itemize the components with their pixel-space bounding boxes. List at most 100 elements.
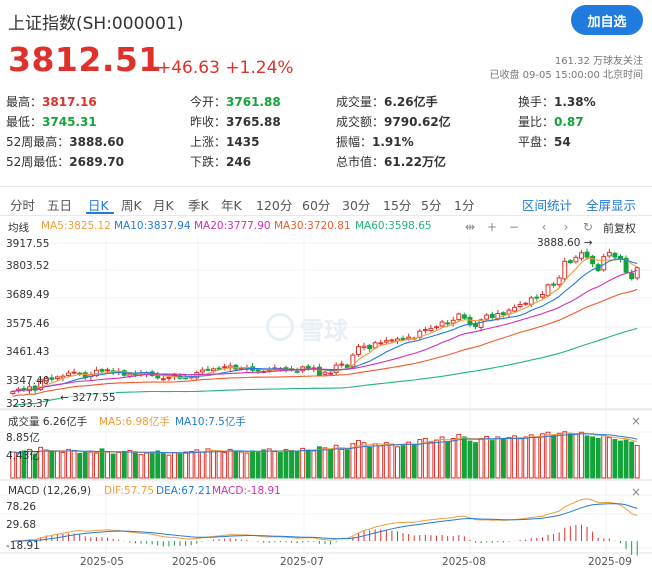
volume-bar: [534, 436, 540, 479]
stat-value: 1.38%: [554, 95, 596, 109]
volume-bar: [132, 452, 138, 479]
current-price: 3812.51: [8, 40, 162, 79]
volume-bar: [211, 449, 216, 479]
price-axis-label: 3575.46: [6, 318, 50, 330]
volume-bar: [634, 444, 640, 479]
candle-body: [339, 363, 345, 366]
low-value: 3277.55: [72, 392, 116, 404]
stat-item: 今开：3761.88: [190, 92, 281, 112]
divider: [0, 186, 652, 187]
tab-period[interactable]: 15分: [383, 198, 412, 213]
fullscreen-link[interactable]: 全屏显示: [586, 198, 637, 213]
close-macd-icon[interactable]: ×: [630, 485, 642, 499]
volume-bar: [277, 452, 283, 479]
move-right-icon[interactable]: ›: [563, 220, 569, 234]
volume-bar: [60, 452, 66, 479]
volume-bar: [199, 451, 205, 479]
price-axis-label: 3689.49: [6, 289, 50, 301]
candle-body: [356, 346, 361, 355]
candle-body: [445, 322, 451, 325]
candle-body: [406, 336, 412, 340]
price-change: +46.63 +1.24%: [157, 58, 294, 78]
volume-bar: [149, 451, 155, 479]
tab-period[interactable]: 年K: [221, 198, 242, 213]
pan-icon[interactable]: ⇹: [464, 220, 476, 234]
stat-item: 振幅：1.91%: [336, 132, 414, 152]
candle-body: [10, 391, 16, 394]
candle-body: [539, 294, 545, 298]
candle-body: [629, 272, 635, 280]
kline-chart[interactable]: [0, 236, 652, 573]
tab-period[interactable]: 日K: [88, 198, 109, 213]
price-axis-label: 3347.40: [6, 375, 50, 387]
volume-axis-top: 8.85亿: [6, 432, 40, 444]
ma30-value: MA30:3720.81: [274, 220, 351, 232]
tab-period[interactable]: 五日: [47, 198, 73, 213]
candle-body: [434, 326, 439, 329]
ma10-value: MA10:3837.94: [114, 220, 191, 232]
volume-bar: [99, 448, 105, 479]
volume-bar: [238, 451, 244, 479]
tab-period[interactable]: 60分: [302, 198, 331, 213]
volume-bar: [160, 453, 166, 479]
candle-body: [27, 386, 32, 392]
move-left-icon[interactable]: ‹: [541, 220, 547, 234]
tab-period[interactable]: 月K: [153, 198, 174, 213]
stat-label: 52周最高：: [6, 135, 70, 149]
volume-bar: [618, 440, 623, 479]
tab-period[interactable]: 5分: [421, 198, 442, 213]
candle-body: [623, 257, 629, 273]
candle-body: [545, 284, 551, 296]
volume-bar: [445, 441, 451, 479]
volume-bar: [361, 442, 367, 479]
volume-bar: [127, 449, 133, 479]
volume-bar: [344, 449, 350, 479]
volume-bar: [400, 444, 406, 479]
candle-body: [478, 319, 484, 328]
volume-bar: [283, 448, 289, 479]
volume-bar: [523, 436, 529, 479]
x-label: 2025-05: [80, 556, 124, 568]
volume-bar: [138, 454, 144, 479]
ma5-value: MA5:3825.12: [41, 220, 111, 232]
volume-bar: [105, 451, 111, 479]
tab-period[interactable]: 120分: [256, 198, 293, 213]
zoom-out-icon[interactable]: −: [508, 220, 520, 234]
volume-bar: [188, 450, 194, 479]
zoom-in-icon[interactable]: +: [486, 220, 498, 234]
stat-item: 最高：3817.16: [6, 92, 97, 112]
volume-bar: [545, 431, 551, 479]
tab-period[interactable]: 30分: [342, 198, 371, 213]
stat-value: 2689.70: [69, 155, 124, 169]
adjust-mode-select[interactable]: 前复权: [603, 222, 636, 235]
tab-period[interactable]: 周K: [121, 198, 142, 213]
tab-period[interactable]: 分时: [10, 198, 36, 213]
stat-label: 最高：: [6, 95, 43, 109]
volume-bar: [467, 440, 473, 479]
volume-bar: [333, 444, 339, 479]
stat-value: 3745.31: [42, 115, 97, 129]
stat-item: 平盘：54: [518, 132, 571, 152]
quote-meta: 161.32 万球友关注 已收盘 09-05 15:00:00 北京时间: [489, 55, 643, 83]
high-value: 3888.60: [537, 237, 581, 249]
tab-period[interactable]: 1分: [454, 198, 475, 213]
stat-item: 52周最高：3888.60: [6, 132, 124, 152]
volume-ma10: MA10:7.5亿手: [175, 416, 246, 428]
volume-bar: [528, 434, 534, 479]
divider: [0, 215, 652, 216]
volume-axis-mid: 4.43亿: [6, 450, 40, 462]
tab-period[interactable]: 季K: [188, 198, 209, 213]
candle-body: [450, 319, 456, 324]
volume-bar: [579, 431, 584, 479]
volume-bar: [367, 446, 373, 479]
volume-ma-10: [12, 433, 638, 454]
volume-bar: [517, 437, 523, 479]
volume-bar: [606, 436, 612, 479]
close-volume-icon[interactable]: ×: [630, 414, 642, 428]
interval-stats-link[interactable]: 区间统计: [522, 198, 573, 213]
candle-body: [305, 365, 311, 369]
reset-icon[interactable]: ↻: [582, 220, 594, 234]
add-watchlist-button[interactable]: 加自选: [571, 5, 643, 35]
volume-bar: [506, 436, 512, 479]
stat-label: 52周最低：: [6, 155, 70, 169]
